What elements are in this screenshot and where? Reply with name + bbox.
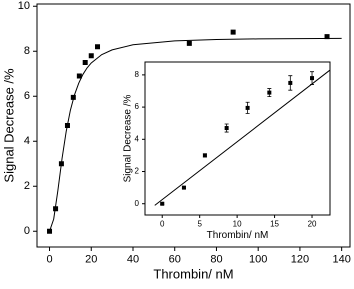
data-point [310,76,315,81]
x-tick-label: 140 [332,254,350,266]
y-tick-label: 0 [135,199,140,208]
data-point [267,90,272,95]
data-point [160,201,165,206]
data-point [82,60,88,65]
x-axis-label: Thrombin/ nM [153,267,233,282]
y-tick-label: 8 [24,45,30,57]
x-tick-label: 10 [233,220,242,229]
y-axis-label: Signal Decrease /% [123,94,134,182]
fit-line [154,69,331,206]
data-point [88,53,94,59]
y-tick-label: 6 [135,102,140,111]
x-tick-label: 60 [169,254,181,266]
x-tick-label: 20 [85,254,97,266]
x-tick-label: 40 [127,254,139,266]
data-point [288,80,293,85]
data-point [70,94,76,100]
x-tick-label: 15 [270,220,279,229]
data-point [76,73,82,79]
data-point [202,153,207,158]
data-point [95,44,101,50]
x-tick-label: 20 [308,220,317,229]
x-tick-label: 5 [197,220,202,229]
y-tick-label: 2 [135,167,140,176]
data-point [186,40,192,46]
data-point [224,126,229,131]
x-tick-label: 120 [291,254,309,266]
y-tick-label: 2 [24,180,30,192]
data-point [324,34,330,40]
y-tick-label: 6 [24,90,30,102]
x-axis-label: Thrombin/ nM [207,230,269,241]
x-tick-label: 0 [160,220,165,229]
y-tick-label: 4 [135,134,140,143]
y-tick-label: 0 [24,225,30,237]
data-point [245,105,250,110]
y-tick-label: 10 [18,0,30,12]
x-tick-label: 0 [46,254,52,266]
data-point [230,29,236,35]
x-tick-label: 80 [210,254,222,266]
y-axis-label: Signal Decrease /% [1,68,16,183]
y-tick-label: 8 [135,70,140,79]
y-tick-label: 4 [24,135,30,147]
fit-line [49,37,342,232]
x-tick-label: 100 [249,254,267,266]
data-point [181,185,186,190]
